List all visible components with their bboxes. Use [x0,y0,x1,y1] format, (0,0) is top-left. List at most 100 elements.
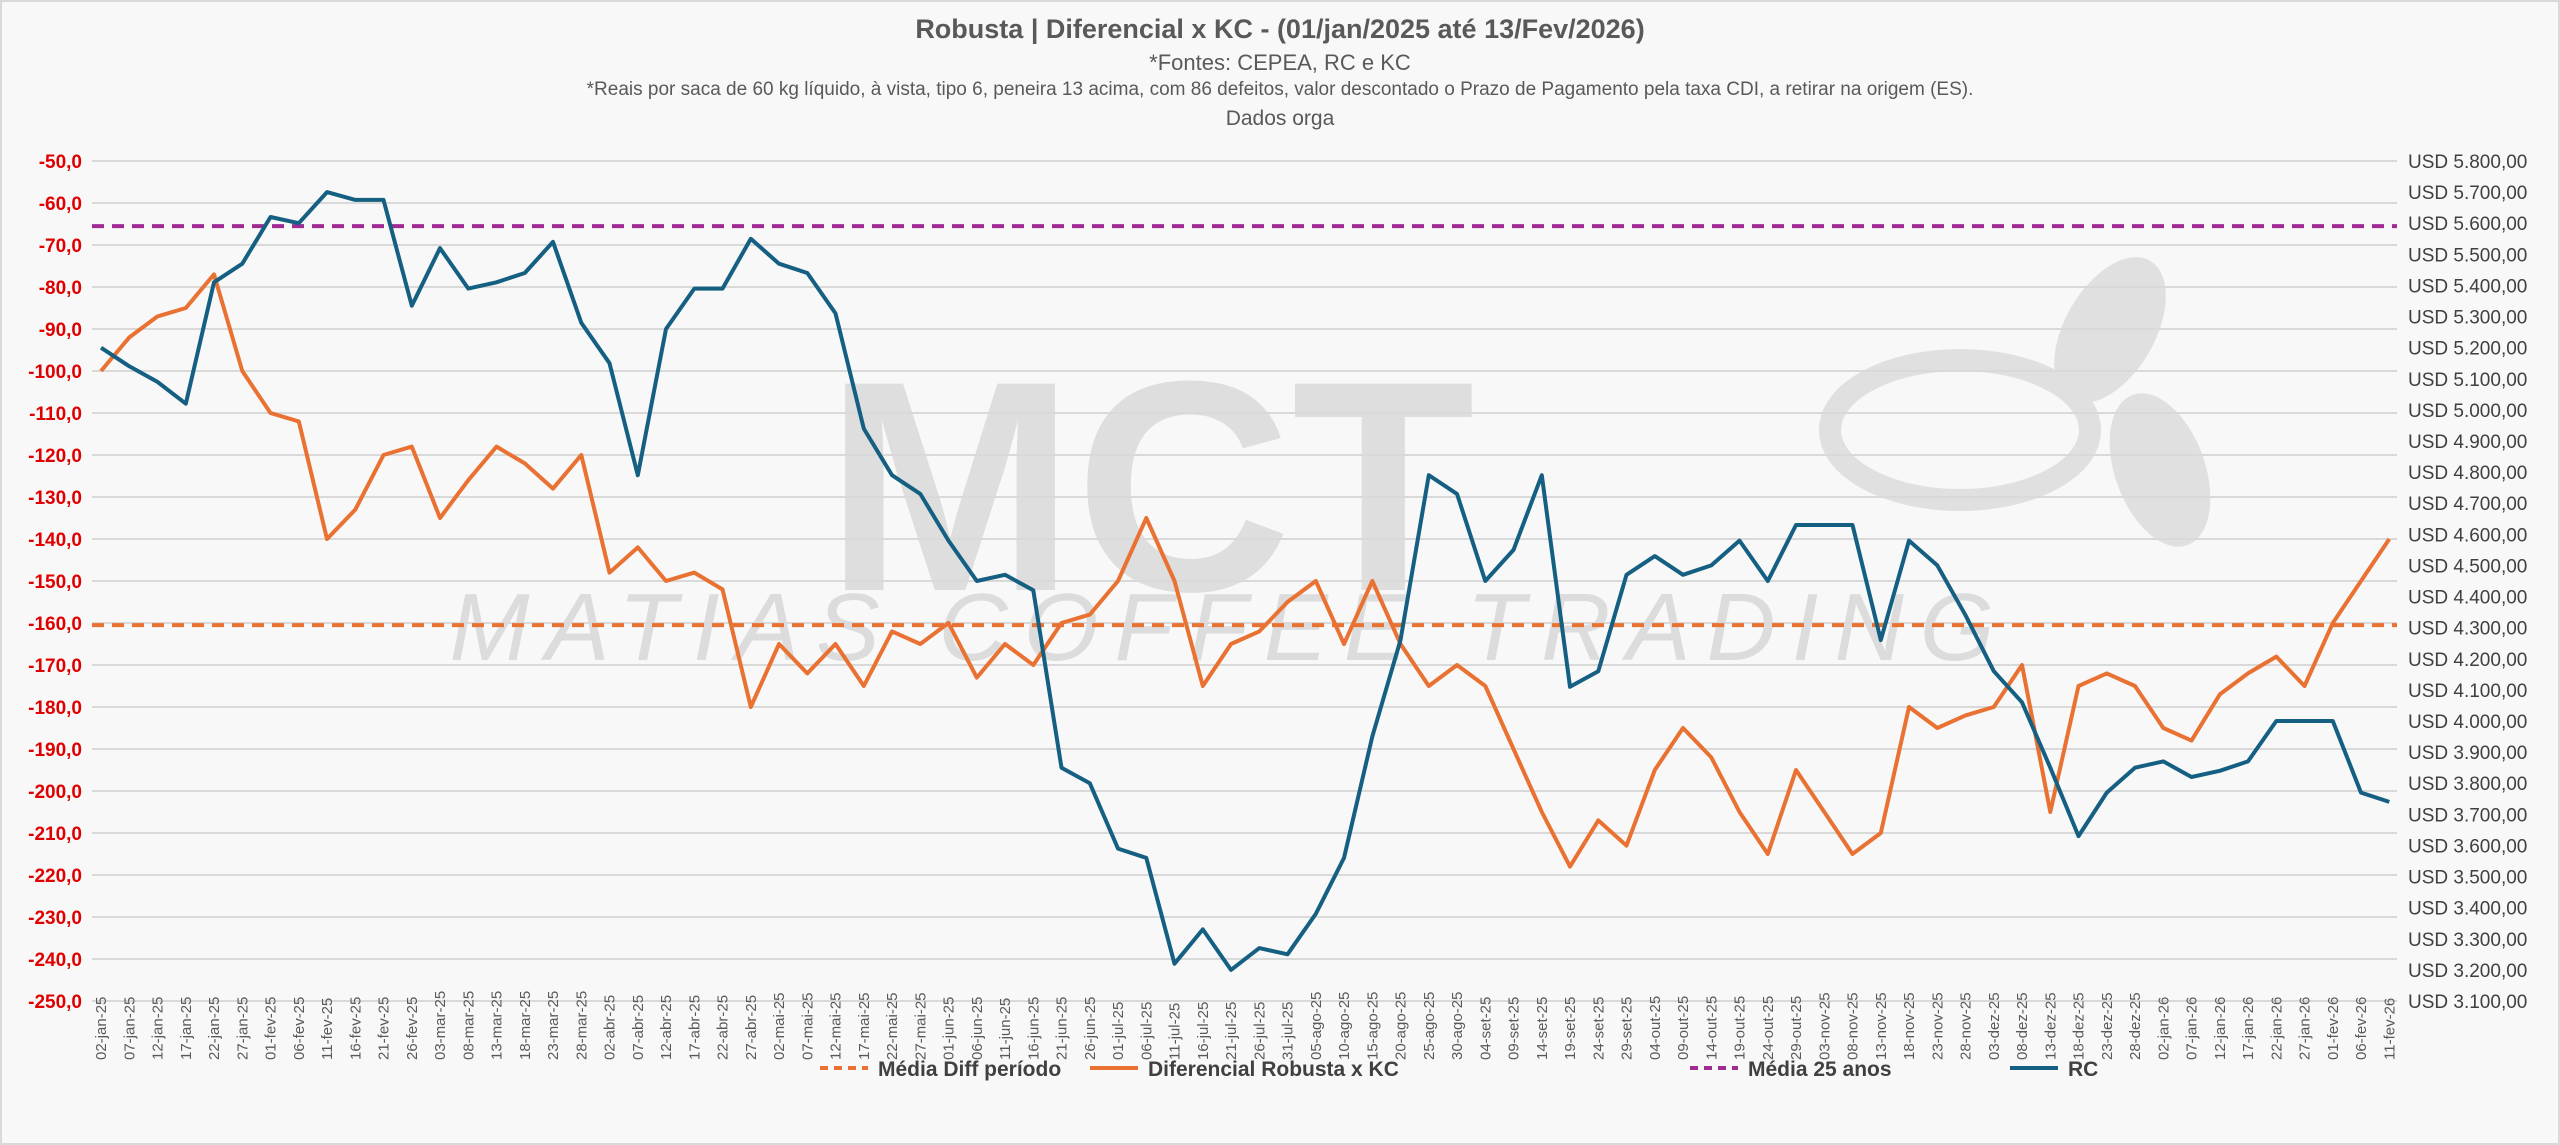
x-tick-label: 15-ago-25 [1364,992,1381,1060]
x-tick-label: 02-jan-26 [2155,997,2172,1060]
x-tick-label: 23-dez-25 [2099,992,2116,1060]
y-right-tick-label: USD 3.100,00 [2408,992,2527,1013]
chart-title: Robusta | Diferencial x KC - (01/jan/202… [915,14,1645,44]
y-right-tick-label: USD 5.600,00 [2408,214,2527,235]
x-tick-label: 06-fev-26 [2353,997,2370,1060]
x-tick-label: 28-dez-25 [2127,992,2144,1060]
x-tick-label: 17-jan-26 [2240,997,2257,1060]
x-tick-label: 01-fev-25 [263,997,280,1060]
x-tick-label: 03-mar-25 [432,991,449,1060]
chart-note: *Reais por saca de 60 kg líquido, à vist… [586,79,1974,100]
x-tick-label: 27-abr-25 [743,995,760,1060]
y-left-tick-label: -240,0 [28,950,82,971]
x-tick-label: 18-nov-25 [1901,992,1918,1060]
x-tick-label: 27-jan-25 [234,997,251,1060]
y-right-tick-label: USD 3.600,00 [2408,836,2527,857]
y-right-tick-label: USD 4.100,00 [2408,681,2527,702]
watermark: MCT MATIAS COFFEE TRADING [450,257,2211,681]
y-right-tick-label: USD 5.400,00 [2408,276,2527,297]
legend-label: Média 25 anos [1748,1058,1892,1081]
x-tick-label: 07-mai-25 [799,992,816,1060]
y-left-tick-label: -210,0 [28,824,82,845]
y-left-tick-label: -220,0 [28,866,82,887]
watermark-text: MATIAS COFFEE TRADING [450,574,2011,681]
x-tick-label: 02-mai-25 [771,992,788,1060]
x-tick-label: 07-abr-25 [630,995,647,1060]
y-right-tick-label: USD 4.300,00 [2408,619,2527,640]
legend: Média Diff período Diferencial Robusta x … [820,1058,2098,1081]
x-tick-label: 03-dez-25 [1986,992,2003,1060]
y-right-tick-label: USD 3.800,00 [2408,774,2527,795]
x-tick-label: 13-nov-25 [1873,992,1890,1060]
x-tick-label: 22-abr-25 [715,995,732,1060]
x-tick-label: 29-set-25 [1619,997,1636,1060]
y-right-tick-label: USD 4.400,00 [2408,588,2527,609]
y-right-tick-label: USD 5.500,00 [2408,245,2527,266]
line-rc [99,190,2390,972]
y-left-tick-label: -190,0 [28,740,82,761]
y-left-tick-label: -100,0 [28,362,82,383]
x-tick-label: 02-jan-25 [93,997,110,1060]
x-tick-label: 12-abr-25 [658,995,675,1060]
x-tick-label: 29-out-25 [1788,996,1805,1060]
x-tick-label: 04-set-25 [1477,997,1494,1060]
x-tick-label: 11-fev-26 [2381,998,2398,1060]
x-tick-label: 03-nov-25 [1816,992,1833,1060]
x-tick-label: 26-jul-25 [1251,1002,1268,1060]
x-tick-label: 14-set-25 [1534,997,1551,1060]
legend-label: Diferencial Robusta x KC [1148,1058,1399,1081]
x-tick-label: 23-nov-25 [1929,992,1946,1060]
legend-label: RC [2068,1058,2098,1081]
y-right-tick-label: USD 5.800,00 [2408,152,2527,173]
y-left-tick-label: -50,0 [39,152,82,173]
y-right-tick-label: USD 5.700,00 [2408,183,2527,204]
x-tick-label: 09-set-25 [1506,997,1523,1060]
x-tick-label: 17-mai-25 [856,992,873,1060]
x-tick-label: 17-jan-25 [178,997,195,1060]
y-right-tick-label: USD 3.400,00 [2408,899,2527,920]
x-tick-label: 01-jun-25 [941,997,958,1060]
y-right-tick-label: USD 4.700,00 [2408,494,2527,515]
x-tick-label: 06-fev-25 [291,997,308,1060]
x-tick-label: 14-out-25 [1703,996,1720,1060]
y-left-tick-label: -140,0 [28,530,82,551]
y-left-tick-label: -90,0 [39,320,82,341]
y-left-tick-label: -70,0 [39,236,82,257]
y-left-tick-label: -160,0 [28,614,82,635]
legend-label: Média Diff período [878,1058,1061,1081]
x-tick-label: 28-nov-25 [1958,992,1975,1060]
x-tick-label: 10-ago-25 [1336,992,1353,1060]
x-tick-label: 22-jan-26 [2268,997,2285,1060]
y-left-tick-label: -250,0 [28,992,82,1013]
x-tick-label: 22-jan-25 [206,997,223,1060]
y-right-tick-label: USD 4.000,00 [2408,712,2527,733]
y-right-tick-label: USD 5.000,00 [2408,401,2527,422]
legend-item: RC [2010,1058,2098,1081]
x-tick-label: 06-jun-25 [969,997,986,1060]
x-tick-label: 17-abr-25 [686,995,703,1060]
y-left-tick-label: -110,0 [29,404,82,425]
legend-item: Média Diff período [820,1058,1061,1081]
x-tick-label: 13-dez-25 [2042,992,2059,1060]
y-right-tick-label: USD 3.700,00 [2408,805,2527,826]
x-tick-label: 01-jul-25 [1110,1002,1127,1060]
y-left-tick-label: -180,0 [28,698,82,719]
x-tick-label: 24-set-25 [1590,997,1607,1060]
x-tick-label: 30-ago-25 [1449,992,1466,1060]
x-tick-label: 11-jun-25 [997,998,1014,1060]
y-right-tick-label: USD 5.300,00 [2408,308,2527,329]
y-right-tick-label: USD 3.200,00 [2408,961,2527,982]
y-left-tick-label: -120,0 [28,446,82,467]
legend-item: Diferencial Robusta x KC [1090,1058,1399,1081]
y-right-tick-label: USD 3.300,00 [2408,930,2527,951]
x-tick-label: 12-mai-25 [828,992,845,1060]
x-tick-label: 24-out-25 [1760,996,1777,1060]
y-left-tick-label: -150,0 [28,572,82,593]
y-left-tick-label: -130,0 [28,488,82,509]
x-tick-label: 19-out-25 [1732,996,1749,1060]
x-tick-label: 01-fev-26 [2325,997,2342,1060]
x-tick-label: 02-abr-25 [602,995,619,1060]
y-right-tick-label: USD 4.900,00 [2408,432,2527,453]
x-tick-label: 08-nov-25 [1845,992,1862,1060]
